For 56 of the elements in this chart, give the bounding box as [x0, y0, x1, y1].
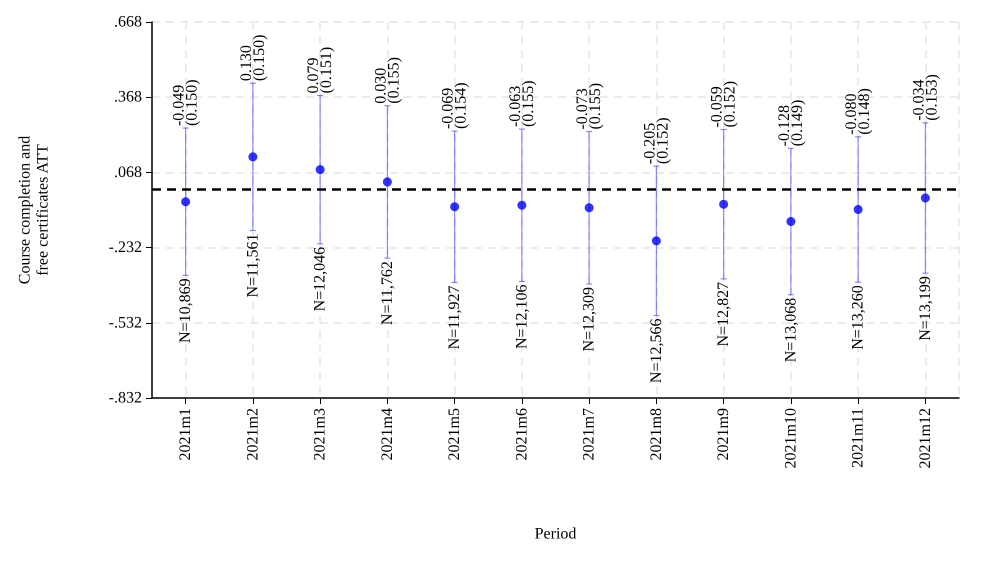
x-tick-label: 2021m8: [648, 408, 665, 460]
x-tick-label: 2021m5: [446, 408, 464, 460]
annotation: N=12,309: [580, 286, 598, 352]
annotation: N=12,827: [715, 282, 732, 347]
point: [584, 203, 594, 212]
x-tick-label: 2021m1: [177, 408, 194, 460]
point: [181, 197, 190, 206]
y-tick-label: .068: [114, 164, 142, 181]
annotation: N=12,566: [648, 318, 665, 384]
annotation: -0.059 (0.152): [708, 80, 739, 128]
y-tick-label: .668: [114, 14, 142, 30]
annotation: N=13,260: [850, 285, 867, 350]
annotation: N=12,106: [513, 284, 530, 350]
annotation: 0.130 (0.150): [238, 34, 268, 82]
point: [450, 202, 460, 212]
x-tick-label: 2021m7: [580, 408, 598, 460]
annotation: -0.205 (0.152): [641, 117, 672, 164]
annotation: -0.034 (0.153): [910, 74, 940, 121]
annotation: N=13,068: [782, 298, 800, 362]
annotation: N=11,927: [446, 285, 464, 350]
point: [786, 217, 796, 226]
annotation: -0.080 (0.148): [843, 88, 874, 135]
annotation: -0.049 (0.150): [170, 79, 201, 126]
point: [854, 205, 863, 214]
annotation: 0.079 (0.151): [305, 46, 336, 94]
annotation: -0.063 (0.155): [506, 80, 537, 128]
point: [382, 177, 392, 186]
x-axis-title: Period: [534, 526, 576, 542]
x-tick-label: 2021m2: [244, 408, 262, 460]
x-tick-label: 2021m6: [513, 408, 530, 460]
y-tick-label: -.232: [108, 239, 142, 256]
annotation: -0.128 (0.149): [776, 100, 806, 146]
annotation: N=13,199: [916, 276, 934, 341]
point: [652, 236, 661, 246]
y-tick-label: -.832: [108, 390, 142, 406]
annotation: N=11,762: [378, 261, 396, 326]
point: [248, 152, 258, 162]
annotation: -0.069 (0.154): [440, 82, 470, 130]
point: [719, 200, 728, 209]
y-axis-title: Course completion and free certificates ATT: [16, 136, 52, 284]
x-tick-label: 2021m12: [916, 408, 934, 468]
x-tick-label: 2021m10: [782, 408, 800, 468]
annotation: N=12,046: [312, 246, 329, 312]
x-tick-label: 2021m4: [378, 408, 396, 460]
y-tick-label: -.532: [108, 314, 142, 332]
x-tick-label: 2021m9: [715, 408, 732, 460]
y-tick-label: .368: [114, 88, 142, 106]
x-tick-label: 2021m3: [312, 408, 329, 460]
annotation: 0.030 (0.155): [372, 57, 402, 104]
annotation: -0.073 (0.155): [574, 82, 604, 130]
x-tick-label: 2021m11: [850, 408, 867, 468]
annotation: N=11,561: [244, 234, 262, 298]
point: [920, 193, 930, 202]
annotation: N=10,869: [177, 278, 194, 343]
point: [316, 165, 325, 174]
point: [517, 200, 526, 210]
